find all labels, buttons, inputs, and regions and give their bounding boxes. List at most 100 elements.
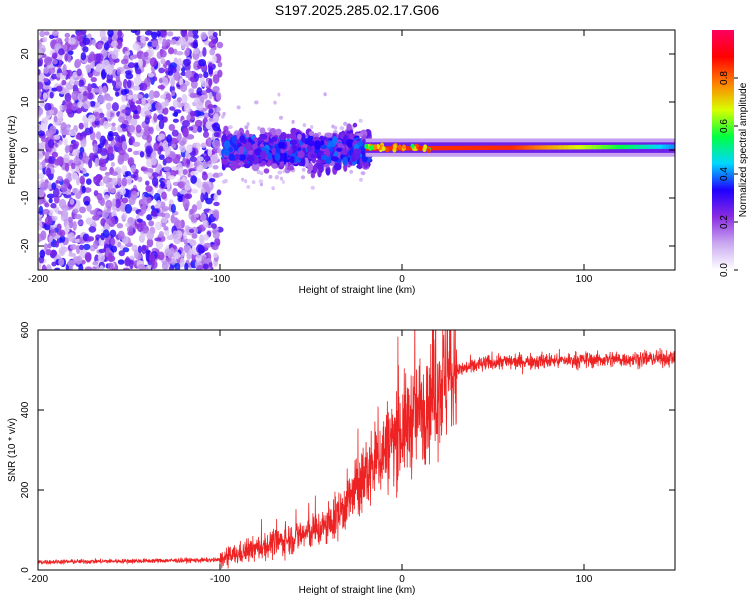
heatmap-cell — [212, 32, 218, 38]
heatmap-cell — [155, 239, 164, 250]
heatmap-cell — [236, 105, 241, 110]
heatmap-cell — [44, 216, 53, 226]
heatmap-cell — [174, 262, 181, 270]
heatmap-cell — [77, 220, 84, 226]
heatmap-cell — [109, 229, 117, 238]
heatmap-cell — [254, 100, 259, 105]
heatmap-x-label: Height of straight line (km) — [299, 285, 416, 296]
heatmap-cell — [646, 144, 650, 149]
heatmap-cell — [55, 85, 63, 92]
heatmap-cell — [333, 151, 339, 158]
heatmap-cell — [146, 214, 153, 221]
heatmap-cell — [169, 66, 177, 74]
x-tick-label: 100 — [576, 274, 593, 285]
heatmap-cell — [185, 150, 190, 159]
heatmap-cell — [188, 228, 195, 234]
heatmap-cell — [139, 82, 148, 92]
heatmap-cell — [171, 90, 176, 97]
heatmap-cell — [363, 161, 369, 169]
heatmap-cell — [160, 58, 166, 65]
chart-title: S197.2025.285.02.17.G06 — [275, 2, 439, 18]
heatmap-cell — [238, 154, 246, 161]
heatmap-cell — [211, 155, 218, 164]
heatmap-cell — [73, 80, 80, 86]
heatmap-cell — [152, 76, 158, 82]
heatmap-cell — [40, 122, 48, 132]
heatmap-cell — [160, 94, 167, 99]
heatmap-cell — [93, 175, 101, 185]
heatmap-cell — [251, 180, 256, 185]
heatmap-cell — [99, 265, 105, 270]
heatmap-cell — [41, 159, 46, 169]
heatmap-cell — [216, 41, 224, 49]
y-tick-label: 600 — [20, 321, 31, 338]
heatmap-cell — [149, 57, 158, 67]
heatmap-cell — [237, 161, 246, 166]
heatmap-cell — [112, 198, 117, 207]
heatmap-cell — [58, 246, 66, 257]
heatmap-cell — [122, 267, 130, 270]
heatmap-cell — [137, 263, 146, 270]
heatmap-cell — [197, 125, 203, 133]
heatmap-cell — [47, 67, 56, 75]
heatmap-cell — [215, 106, 221, 113]
heatmap-cell — [274, 146, 281, 155]
heatmap-cell — [42, 36, 48, 43]
heatmap-cell — [194, 119, 203, 128]
heatmap-cell — [132, 141, 141, 147]
heatmap-cell — [277, 141, 286, 149]
heatmap-cell — [452, 145, 456, 151]
heatmap-cell — [171, 129, 179, 137]
heatmap-cell — [196, 142, 201, 151]
heatmap-cell — [57, 175, 63, 182]
heatmap-cell — [125, 72, 134, 80]
heatmap-cell — [188, 88, 195, 93]
heatmap-cell — [307, 162, 314, 172]
heatmap-cell — [143, 130, 150, 136]
heatmap-cell — [256, 170, 262, 175]
heatmap-cell — [301, 167, 306, 172]
heatmap-cell — [633, 144, 637, 150]
heatmap-cell — [125, 222, 130, 228]
heatmap-cell — [85, 217, 94, 225]
heatmap-cell — [257, 136, 264, 142]
heatmap-cell — [83, 90, 88, 96]
heatmap-cell — [171, 143, 177, 149]
heatmap-cell — [290, 127, 298, 135]
heatmap-cell — [181, 237, 189, 243]
heatmap-cell — [461, 145, 465, 151]
heatmap-cell — [89, 126, 94, 134]
heatmap-cell — [112, 132, 119, 137]
heatmap-cell — [172, 118, 179, 123]
snr-panel: -200 -100 0 100 0 200 400 600 Height of straig… — [7, 321, 676, 596]
heatmap-cell — [584, 145, 587, 150]
heatmap-cell — [208, 262, 213, 268]
heatmap-cell — [507, 145, 511, 150]
heatmap-cell — [259, 150, 267, 159]
heatmap-cell — [43, 243, 48, 251]
heatmap-cell — [83, 243, 91, 251]
heatmap-cell — [141, 224, 150, 234]
heatmap-cell — [78, 206, 87, 214]
heatmap-cell — [88, 72, 93, 78]
heatmap-cell — [186, 145, 193, 153]
heatmap-cell — [74, 238, 81, 243]
heatmap-cell — [515, 145, 519, 150]
heatmap-cell — [124, 106, 131, 116]
heatmap-cell — [111, 102, 119, 112]
heatmap-cell — [144, 193, 152, 198]
heatmap-cell — [201, 172, 208, 181]
heatmap-cell — [529, 145, 533, 150]
heatmap-cell — [39, 249, 46, 259]
heatmap-y-label: Frequency (Hz) — [7, 116, 18, 185]
heatmap-cell — [567, 145, 571, 150]
heatmap-cell — [70, 102, 79, 111]
heatmap-cell — [146, 238, 154, 248]
heatmap-cell — [444, 145, 448, 151]
heatmap-cell — [86, 92, 94, 100]
heatmap-cell — [87, 83, 92, 93]
heatmap-cell — [155, 102, 162, 111]
heatmap-cell — [56, 156, 64, 165]
heatmap-cell — [622, 144, 626, 150]
heatmap-cell — [105, 102, 112, 111]
